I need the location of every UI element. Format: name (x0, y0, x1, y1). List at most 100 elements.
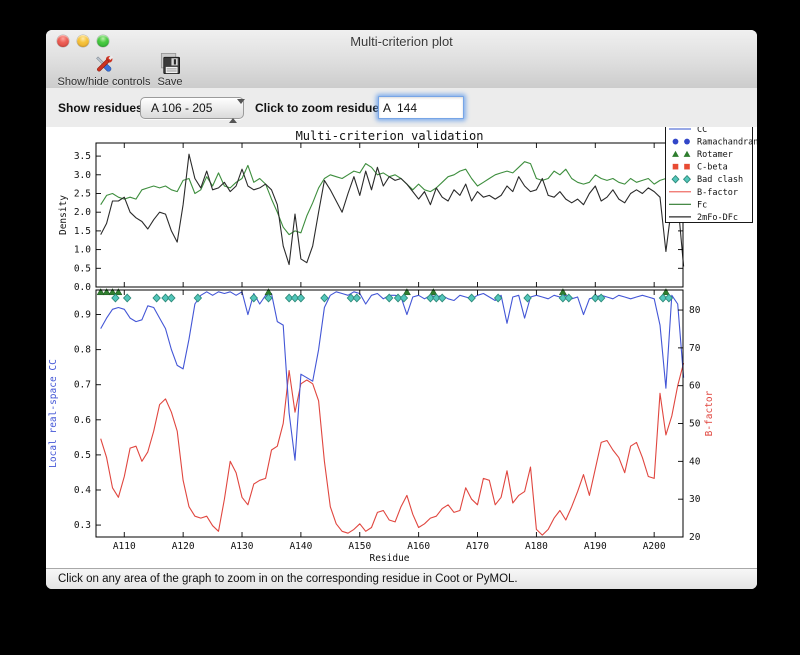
save-button[interactable]: Save (150, 52, 190, 88)
outlier-markers (96, 288, 674, 303)
svg-text:0.8: 0.8 (74, 345, 91, 356)
bad-clash-marker (558, 293, 568, 303)
close-button[interactable] (57, 35, 69, 47)
svg-text:A170: A170 (466, 541, 489, 552)
svg-text:2.0: 2.0 (74, 207, 91, 218)
svg-text:0.0: 0.0 (74, 282, 91, 293)
bad-clash-marker (111, 293, 120, 303)
bad-clash-marker (664, 293, 674, 303)
mfo-dfc-line (100, 153, 685, 267)
x-axis-label: Residue (369, 553, 409, 564)
legend-label: B-factor (697, 188, 738, 198)
bad-clash-marker (249, 293, 259, 303)
bad-clash-marker (296, 293, 306, 303)
svg-text:A110: A110 (113, 541, 136, 552)
status-bar: Click on any area of the graph to zoom i… (46, 568, 757, 589)
svg-text:40: 40 (689, 456, 701, 467)
cc-y-axis: 0.3 0.4 0.5 0.6 0.7 0.8 0.9 Local real-space CC (48, 310, 101, 531)
status-text: Click on any area of the graph to zoom i… (58, 573, 518, 585)
legend-label: Fc (697, 200, 707, 210)
toolbar: Show/hide controls Save (46, 52, 757, 88)
svg-text:0.5: 0.5 (74, 263, 91, 274)
series-lines (100, 153, 685, 536)
plot-region: A110 A120 A130 A140 A150 A160 A170 A180 A190 A200… (46, 127, 757, 568)
tools-icon (54, 52, 154, 77)
svg-text:20: 20 (689, 532, 701, 543)
bfactor-y-axis: 20 30 40 50 60 70 80 B-factor (678, 305, 715, 543)
show-hide-controls-button[interactable]: Show/hide controls (54, 52, 154, 88)
rotamer-marker (402, 288, 411, 296)
legend-label: Bad clash (697, 175, 743, 185)
title-bar[interactable]: Multi-criterion plot (46, 30, 757, 52)
chart-title: Multi-criterion validation (296, 129, 484, 143)
bad-clash-marker (152, 293, 161, 303)
bad-clash-marker (384, 293, 394, 303)
bad-clash-marker (596, 293, 606, 303)
bad-clash-marker (290, 293, 300, 303)
rotamer-marker (96, 288, 105, 296)
bad-clash-marker (122, 293, 132, 303)
svg-text:0.6: 0.6 (74, 415, 91, 426)
controls-row: Show residues: A 106 - 205 Click to zoom… (46, 88, 757, 127)
svg-text:A180: A180 (525, 541, 548, 552)
svg-text:A190: A190 (584, 541, 607, 552)
svg-text:1.5: 1.5 (74, 226, 91, 237)
bad-clash-marker (493, 293, 503, 303)
bad-clash-marker (393, 293, 403, 303)
bad-clash-marker (167, 293, 176, 303)
top-plot-frame (95, 142, 684, 288)
rotamer-marker (429, 288, 438, 296)
show-residues-value: A 106 - 205 (151, 101, 213, 115)
svg-text:3.0: 3.0 (74, 170, 91, 181)
show-residues-dropdown[interactable]: A 106 - 205 (140, 97, 245, 123)
minimize-button[interactable] (77, 35, 89, 47)
legend: CC Ramachandran Rotamer C-beta Bad clash B-fa… (665, 127, 757, 223)
rotamer-marker (661, 288, 670, 296)
svg-text:3.5: 3.5 (74, 151, 91, 162)
x-axis: A110 A120 A130 A140 A150 A160 A170 A180 A190 A200… (113, 143, 666, 564)
bad-clash-marker (437, 293, 447, 303)
multi-criterion-plot-window: Multi-criterion plot (46, 30, 757, 589)
svg-text:A120: A120 (172, 541, 195, 552)
bad-clash-marker (352, 293, 362, 303)
svg-text:80: 80 (689, 305, 701, 316)
rotamer-marker (108, 288, 117, 296)
svg-text:1.0: 1.0 (74, 245, 91, 256)
cc-line (100, 291, 685, 461)
bad-clash-marker (193, 293, 203, 303)
bfactor-axis-label: B-factor (704, 390, 715, 436)
svg-text:30: 30 (689, 494, 701, 505)
svg-text:0.3: 0.3 (74, 520, 91, 531)
window-chrome: Multi-criterion plot (46, 30, 757, 89)
svg-text:0.9: 0.9 (74, 310, 91, 321)
multi-criterion-validation-plot[interactable]: A110 A120 A130 A140 A150 A160 A170 A180 A190 A200… (46, 127, 757, 568)
show-hide-controls-label: Show/hide controls (57, 76, 151, 88)
bad-clash-marker (467, 293, 476, 303)
bad-clash-marker (346, 293, 356, 303)
svg-text:A140: A140 (289, 541, 312, 552)
svg-text:50: 50 (689, 419, 701, 430)
bottom-plot-frame (95, 289, 684, 538)
bad-clash-marker (399, 293, 409, 303)
legend-label: C-beta (697, 163, 728, 173)
bad-clash-marker (426, 293, 435, 303)
save-label: Save (157, 76, 183, 88)
svg-text:A150: A150 (348, 541, 371, 552)
bad-clash-marker (432, 293, 441, 303)
legend-label: Ramachandran (697, 138, 757, 148)
svg-text:A130: A130 (231, 541, 254, 552)
dropdown-stepper-icon (229, 99, 245, 123)
bad-clash-marker (320, 293, 329, 303)
svg-text:0.7: 0.7 (74, 380, 91, 391)
cc-axis-label: Local real-space CC (48, 359, 59, 468)
zoom-residue-input[interactable] (378, 96, 464, 119)
zoom-window-button[interactable] (97, 35, 109, 47)
svg-text:60: 60 (689, 381, 701, 392)
bad-clash-marker (264, 293, 273, 303)
bad-clash-marker (284, 293, 294, 303)
svg-text:70: 70 (689, 343, 701, 354)
fc-line (100, 161, 685, 236)
svg-text:0.5: 0.5 (74, 450, 91, 461)
zoom-residue-label: Click to zoom residue: (255, 101, 384, 115)
window-title: Multi-criterion plot (350, 34, 453, 49)
